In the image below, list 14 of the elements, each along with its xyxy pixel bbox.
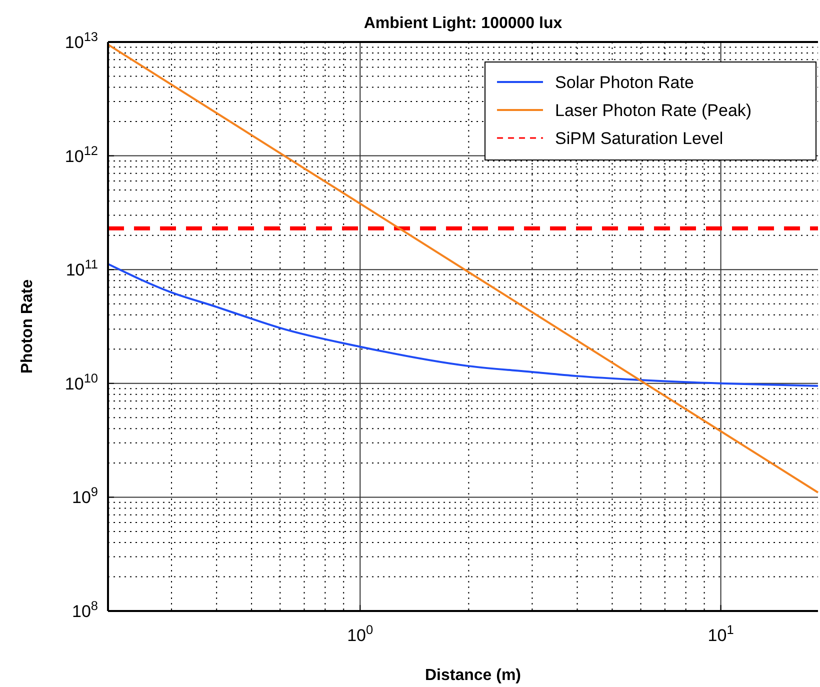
x-tick-label: 10$^{1}$: [708, 622, 734, 645]
y-axis-title: Photon Rate: [19, 279, 36, 374]
chart-title: Ambient Light: 100000 lux: [364, 15, 562, 32]
x-tick-label: 10$^{0}$: [347, 622, 374, 645]
legend-label: Solar Photon Rate: [555, 73, 694, 92]
y-tick-label: 10$^{10}$: [64, 370, 98, 394]
x-axis-title: Distance (m): [424, 667, 522, 684]
y-tick-label: 10$^{12}$: [64, 142, 98, 166]
legend-label: Laser Photon Rate (Peak): [555, 101, 752, 120]
legend-label: SiPM Saturation Level: [555, 129, 724, 148]
y-tick-label: 10$^{8}$: [72, 598, 98, 621]
y-tick-label: 10$^{11}$: [66, 256, 98, 280]
y-tick-label: 10$^{13}$: [64, 28, 98, 52]
y-tick-label: 10$^{9}$: [72, 484, 98, 508]
